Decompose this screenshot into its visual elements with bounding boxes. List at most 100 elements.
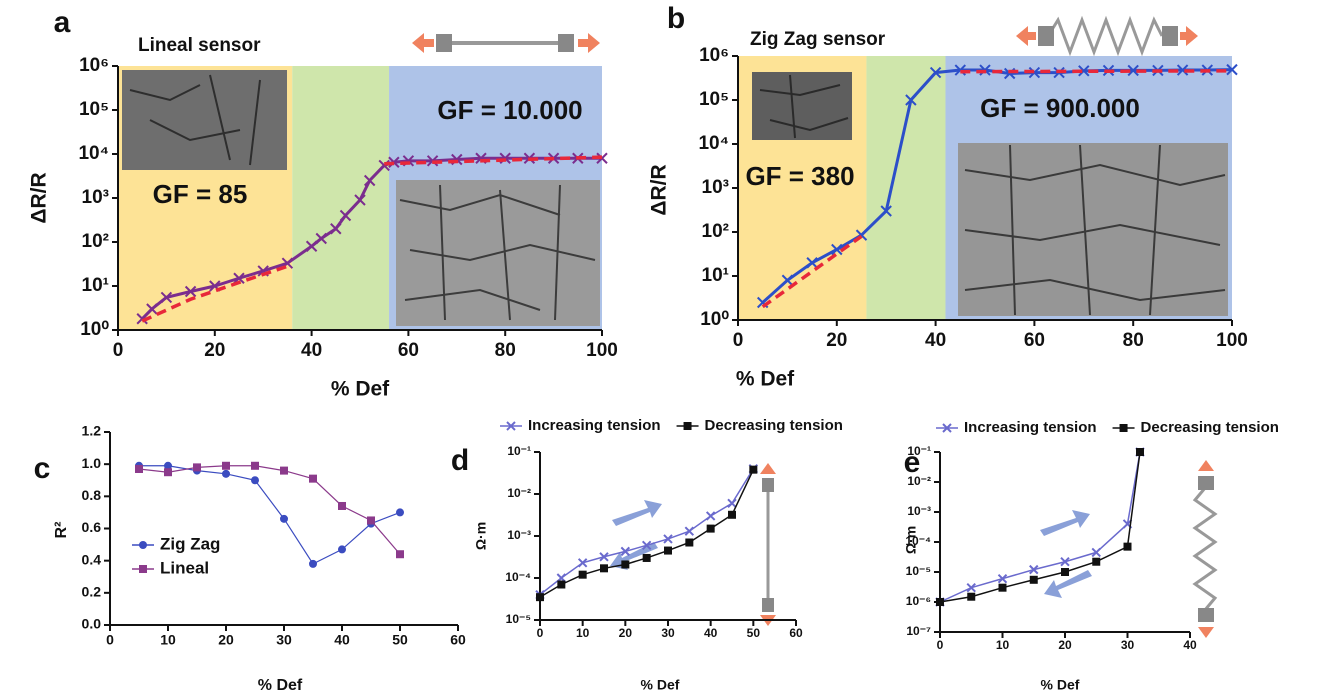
marker bbox=[222, 470, 230, 478]
trend-arrow bbox=[612, 500, 662, 526]
legend: Zig Zag Lineal bbox=[132, 534, 220, 577]
x-tick-label: 60 bbox=[1024, 330, 1045, 351]
x-tick-label: 50 bbox=[392, 632, 408, 648]
x-tick-label: 60 bbox=[398, 340, 419, 361]
marker bbox=[1120, 424, 1128, 432]
y-tick-label: 10⁻³ bbox=[507, 528, 531, 542]
x-axis-label: % Def bbox=[641, 677, 680, 693]
x-tick-label: 10 bbox=[576, 626, 590, 640]
y-tick-label: 10¹ bbox=[702, 265, 729, 286]
x-tick-label: 0 bbox=[106, 632, 114, 648]
marker bbox=[135, 465, 143, 473]
pull-arrow bbox=[578, 33, 600, 53]
x-axis-label: % Def bbox=[1041, 677, 1080, 693]
x-tick-label: 0 bbox=[937, 638, 944, 652]
marker bbox=[338, 502, 346, 510]
y-tick-label: 10⁰ bbox=[700, 309, 729, 330]
x-tick-label: 0 bbox=[733, 330, 744, 351]
x-tick-label: 40 bbox=[925, 330, 946, 351]
y-axis-label: ΔR/R bbox=[28, 172, 51, 223]
y-tick-label: 10⁻⁴ bbox=[505, 570, 531, 584]
marker bbox=[600, 564, 608, 572]
marker bbox=[684, 422, 692, 430]
annotation: GF = 900.000 bbox=[980, 93, 1140, 123]
panel-label: c bbox=[34, 452, 51, 485]
y-tick-label: 10³ bbox=[702, 177, 729, 198]
pull-arrow bbox=[1198, 460, 1214, 471]
chart-title: Lineal sensor bbox=[138, 35, 261, 56]
y-tick-label: 10⁻³ bbox=[907, 504, 931, 518]
x-tick-label: 60 bbox=[450, 632, 466, 648]
x-tick-label: 80 bbox=[495, 340, 516, 361]
x-axis-label: % Def bbox=[331, 378, 390, 401]
marker bbox=[396, 508, 404, 516]
marker bbox=[1092, 548, 1100, 556]
marker bbox=[749, 466, 757, 474]
y-tick-label: 0.6 bbox=[82, 519, 102, 535]
pull-arrow bbox=[760, 463, 776, 474]
marker bbox=[643, 554, 651, 562]
x-tick-label: 30 bbox=[661, 626, 675, 640]
legend-label: Increasing tension bbox=[528, 417, 661, 434]
legend: Increasing tensionDecreasing tension bbox=[936, 419, 1279, 436]
x-tick-label: 60 bbox=[789, 626, 803, 640]
clamp bbox=[762, 478, 774, 492]
legend-label: Zig Zag bbox=[160, 534, 220, 553]
clamp bbox=[436, 34, 452, 52]
clamp bbox=[1198, 608, 1214, 622]
x-tick-label: 10 bbox=[160, 632, 176, 648]
x-tick-label: 20 bbox=[204, 340, 225, 361]
panel-label: d bbox=[451, 444, 469, 477]
marker bbox=[222, 462, 230, 470]
clamp bbox=[762, 598, 774, 612]
pull-arrow bbox=[1016, 26, 1036, 46]
pull-arrow bbox=[412, 33, 434, 53]
marker bbox=[685, 527, 693, 535]
y-tick-label: 10⁵ bbox=[699, 89, 729, 110]
x-tick-label: 100 bbox=[1216, 330, 1248, 351]
y-tick-label: 10² bbox=[702, 221, 729, 242]
marker bbox=[621, 560, 629, 568]
series-line bbox=[540, 469, 753, 595]
y-tick-label: 10⁻⁷ bbox=[906, 624, 931, 638]
y-tick-label: 10⁻¹ bbox=[907, 444, 931, 458]
x-tick-label: 50 bbox=[747, 626, 761, 640]
y-tick-label: 0.2 bbox=[82, 584, 102, 600]
x-tick-label: 100 bbox=[586, 340, 618, 361]
y-tick-label: 10⁻⁴ bbox=[905, 534, 931, 548]
x-tick-label: 10 bbox=[996, 638, 1010, 652]
marker bbox=[1092, 558, 1100, 566]
marker bbox=[338, 545, 346, 553]
marker bbox=[280, 515, 288, 523]
x-tick-label: 80 bbox=[1123, 330, 1144, 351]
panel-label: b bbox=[667, 2, 685, 35]
series-line bbox=[540, 470, 753, 598]
clamp bbox=[1038, 26, 1054, 46]
marker bbox=[139, 565, 147, 573]
x-tick-label: 20 bbox=[826, 330, 847, 351]
y-tick-label: 10⁻⁶ bbox=[906, 594, 931, 608]
y-tick-label: 10⁻² bbox=[507, 486, 531, 500]
y-tick-label: 0.8 bbox=[82, 487, 102, 503]
marker bbox=[685, 539, 693, 547]
marker bbox=[707, 525, 715, 533]
annotation: GF = 85 bbox=[153, 179, 248, 209]
x-tick-label: 40 bbox=[1183, 638, 1197, 652]
x-tick-label: 20 bbox=[1058, 638, 1072, 652]
marker bbox=[309, 560, 317, 568]
micrograph bbox=[752, 72, 852, 140]
marker bbox=[139, 541, 147, 549]
legend-label: Increasing tension bbox=[964, 419, 1097, 436]
marker bbox=[1136, 448, 1144, 456]
legend-label: Lineal bbox=[160, 558, 209, 577]
y-axis-label: R² bbox=[53, 522, 70, 539]
marker bbox=[1124, 543, 1132, 551]
clamp bbox=[558, 34, 574, 52]
marker bbox=[579, 559, 587, 567]
marker bbox=[936, 598, 944, 606]
legend-label: Decreasing tension bbox=[705, 417, 843, 434]
y-tick-label: 10⁰ bbox=[80, 319, 109, 340]
marker bbox=[193, 463, 201, 471]
x-tick-label: 0 bbox=[537, 626, 544, 640]
marker bbox=[707, 512, 715, 520]
